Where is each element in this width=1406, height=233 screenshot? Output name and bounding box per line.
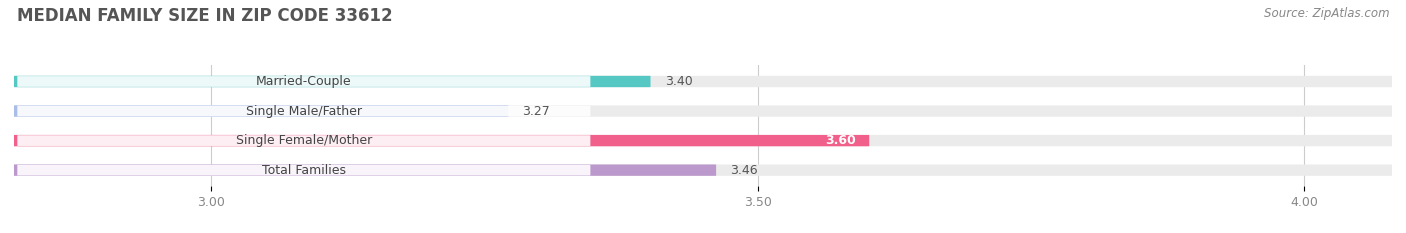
Text: Single Male/Father: Single Male/Father	[246, 105, 361, 117]
Text: 3.40: 3.40	[665, 75, 693, 88]
Text: Source: ZipAtlas.com: Source: ZipAtlas.com	[1264, 7, 1389, 20]
FancyBboxPatch shape	[11, 76, 651, 87]
FancyBboxPatch shape	[17, 135, 591, 146]
Text: 3.60: 3.60	[825, 134, 856, 147]
Text: Single Female/Mother: Single Female/Mother	[236, 134, 373, 147]
FancyBboxPatch shape	[11, 76, 1395, 87]
Text: 3.46: 3.46	[730, 164, 758, 177]
FancyBboxPatch shape	[11, 105, 1395, 117]
FancyBboxPatch shape	[11, 164, 1395, 176]
FancyBboxPatch shape	[11, 135, 1395, 146]
FancyBboxPatch shape	[17, 76, 591, 87]
FancyBboxPatch shape	[11, 135, 869, 146]
Text: Total Families: Total Families	[262, 164, 346, 177]
FancyBboxPatch shape	[11, 164, 716, 176]
FancyBboxPatch shape	[17, 165, 591, 175]
Text: 3.27: 3.27	[523, 105, 550, 117]
FancyBboxPatch shape	[11, 105, 509, 117]
FancyBboxPatch shape	[17, 106, 591, 116]
Text: Married-Couple: Married-Couple	[256, 75, 352, 88]
Text: MEDIAN FAMILY SIZE IN ZIP CODE 33612: MEDIAN FAMILY SIZE IN ZIP CODE 33612	[17, 7, 392, 25]
